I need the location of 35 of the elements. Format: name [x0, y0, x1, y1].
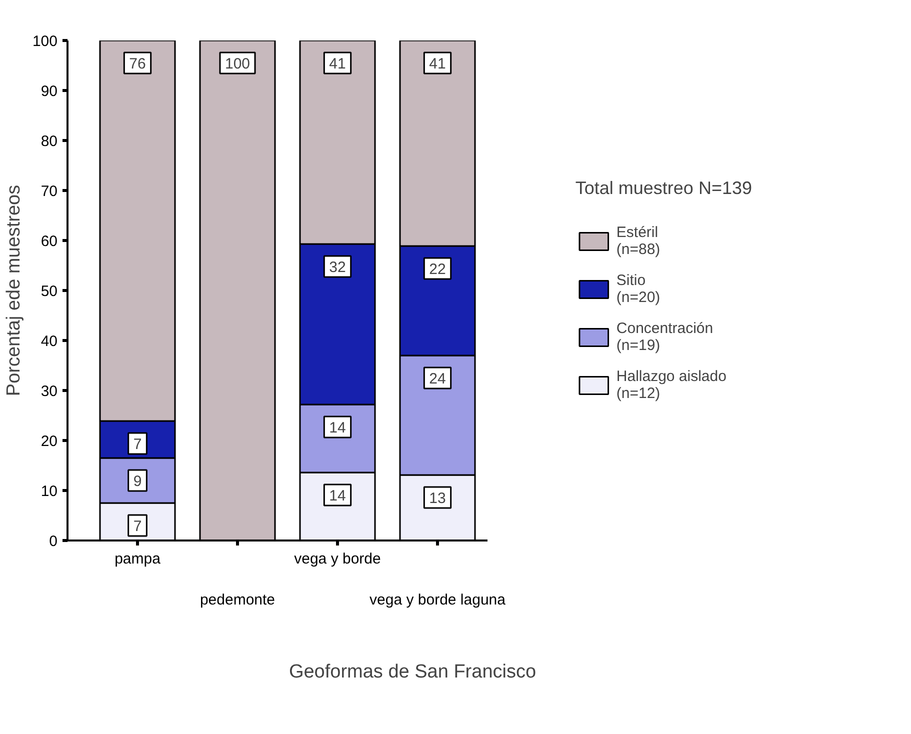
legend-title: Total muestreo N=139 — [575, 178, 752, 199]
data-label: 100 — [224, 56, 250, 72]
y-tick-label: 30 — [40, 383, 58, 400]
y-tick-label: 60 — [40, 233, 58, 250]
y-tick-label: 70 — [40, 183, 58, 200]
data-label: 32 — [329, 259, 346, 276]
y-tick-label: 90 — [40, 83, 58, 100]
x-tick-label: pampa — [114, 550, 162, 568]
y-tick-label: 40 — [40, 333, 58, 350]
y-tick-label: 0 — [49, 533, 58, 550]
y-tick-label: 80 — [40, 133, 58, 150]
data-label: 14 — [329, 420, 346, 436]
data-label: 7 — [133, 518, 142, 535]
data-label: 41 — [429, 56, 446, 72]
legend-label: Concentración (n=19) — [616, 320, 714, 354]
legend-label: Sitio (n=20) — [616, 272, 660, 306]
x-tick-label: vega y borde laguna — [370, 591, 506, 608]
data-label: 13 — [429, 490, 446, 507]
y-axis-title: Porcentaj ede muestreos — [3, 184, 24, 396]
x-tick-label: pedemonte — [200, 591, 276, 608]
data-label: 14 — [329, 488, 346, 504]
data-label: 76 — [129, 56, 146, 72]
data-label: 22 — [429, 261, 446, 278]
legend-label: Hallazgo aislado (n=12) — [616, 368, 726, 402]
y-tick-label: 20 — [40, 433, 58, 450]
data-label: 24 — [429, 370, 446, 388]
data-label: 41 — [329, 56, 346, 72]
data-label: 7 — [133, 436, 142, 453]
y-tick-label: 100 — [32, 33, 58, 50]
y-tick-label: 10 — [40, 483, 58, 500]
legend-label: Estéril (n=88) — [616, 224, 660, 258]
x-axis-title: Geoformas de San Francisco — [288, 661, 536, 682]
x-tick-label: vega y borde — [294, 550, 381, 568]
data-label: 9 — [133, 473, 142, 490]
y-tick-label: 50 — [40, 283, 58, 300]
